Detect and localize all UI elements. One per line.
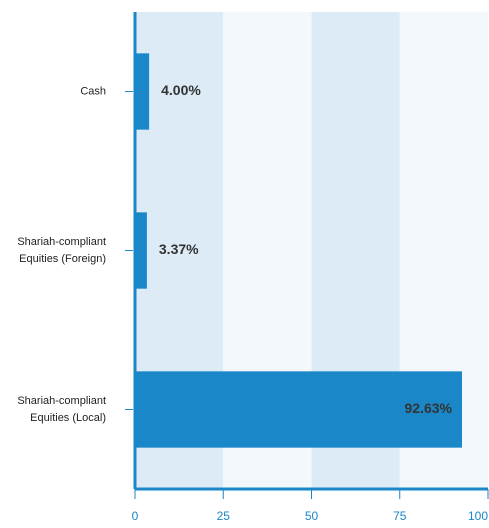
bar	[135, 212, 147, 289]
x-tick-label: 25	[217, 509, 231, 523]
x-tick-label: 0	[132, 509, 139, 523]
category-label: Shariah-compliant Equities (Local)	[17, 395, 106, 424]
x-tick-label: 100	[468, 509, 488, 523]
category-label-line: Equities (Foreign)	[19, 253, 106, 265]
category-label-line: Cash	[80, 85, 106, 97]
data-label: 4.00%	[161, 82, 201, 98]
data-label: 3.37%	[159, 241, 199, 257]
category-label-line: Shariah-compliant	[17, 395, 106, 407]
category-label-line: Shariah-compliant	[17, 236, 106, 248]
category-label: Shariah-compliant Equities (Foreign)	[17, 236, 106, 265]
bar	[135, 53, 150, 130]
x-axis: 0 25 50 75 100	[132, 487, 489, 523]
x-tick-label: 75	[393, 509, 407, 523]
data-label: 92.63%	[404, 400, 452, 416]
category-label-line: Equities (Local)	[30, 412, 106, 424]
category-label: Cash	[80, 85, 106, 97]
x-tick-label: 50	[305, 509, 319, 523]
bar	[135, 371, 462, 448]
bars	[135, 53, 462, 448]
data-labels: 4.00% 3.37% 92.63%	[159, 82, 453, 416]
